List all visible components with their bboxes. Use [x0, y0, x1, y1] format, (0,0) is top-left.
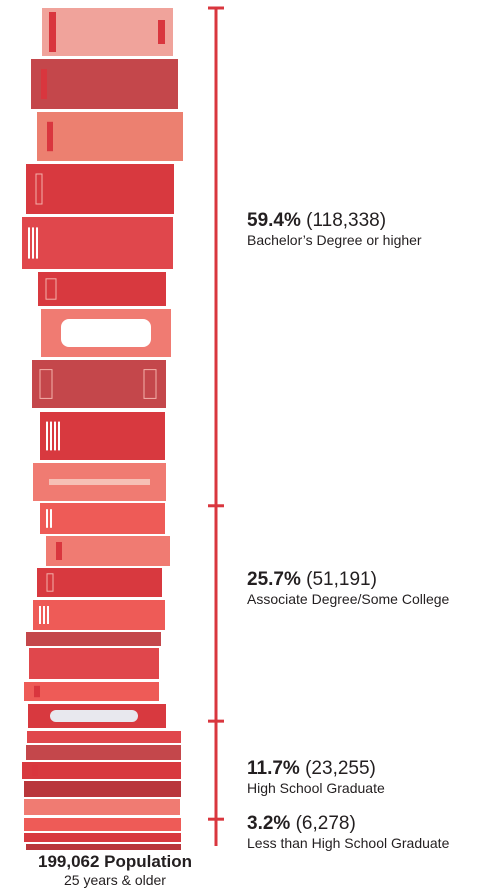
book-line [36, 227, 38, 259]
book [40, 412, 165, 460]
label-less-than-hs: 3.2% (6,278) Less than High School Gradu… [247, 813, 449, 852]
count-highschool: (23,255) [305, 758, 376, 779]
book-plate [50, 710, 138, 722]
label-bachelors: 59.4% (118,338) Bachelor’s Degree or hig… [247, 210, 422, 249]
label-highschool: 11.7% (23,255) High School Graduate [247, 758, 385, 797]
book [24, 799, 180, 815]
book-line [58, 421, 60, 451]
category-less-than-hs: Less than High School Graduate [247, 835, 450, 851]
book [26, 164, 174, 214]
category-highschool: High School Graduate [247, 780, 385, 796]
population-subtitle: 25 years & older [64, 872, 166, 888]
population-total: 199,062 Population 25 years & older [0, 852, 230, 889]
book [24, 818, 181, 831]
book [26, 844, 181, 850]
book [42, 8, 173, 56]
book-line [47, 606, 49, 624]
book-outline [35, 173, 43, 205]
book-band [32, 765, 38, 776]
book [40, 503, 165, 534]
book-line [43, 606, 45, 624]
book [46, 536, 170, 566]
count-less-than-hs: (6,278) [295, 813, 356, 834]
book-line [46, 421, 48, 451]
book-band [34, 685, 40, 698]
category-bachelors: Bachelor’s Degree or higher [247, 232, 422, 248]
book [31, 59, 178, 109]
book-outline [45, 278, 57, 300]
book [26, 632, 161, 646]
pct-associate: 25.7% [247, 569, 301, 590]
book [38, 272, 166, 306]
book-line [54, 421, 56, 451]
book [22, 217, 173, 269]
book-line [39, 606, 41, 624]
book-outline [39, 369, 53, 399]
book-band [47, 121, 53, 152]
total-population: 199,062 Population [38, 852, 192, 871]
book-stack-graphic [22, 8, 183, 850]
book-outline [143, 369, 157, 399]
count-bachelors: (118,338) [306, 210, 387, 231]
book-line [46, 509, 48, 528]
book [24, 833, 181, 842]
book [29, 648, 159, 679]
book [37, 112, 183, 161]
book [37, 568, 162, 597]
book-stripe [49, 479, 150, 485]
book-line [50, 509, 52, 528]
label-associate: 25.7% (51,191) Associate Degree/Some Col… [247, 569, 449, 608]
book-line [32, 227, 34, 259]
count-associate: (51,191) [306, 569, 377, 590]
book [26, 745, 181, 760]
book [33, 600, 165, 630]
bracket-axis [208, 6, 224, 846]
book-stack [0, 0, 200, 850]
book-band [49, 12, 56, 52]
book-line [50, 421, 52, 451]
book [24, 682, 159, 701]
book-line [28, 227, 30, 259]
book-plate [61, 319, 151, 347]
book-band [41, 69, 47, 99]
book-band [158, 20, 165, 44]
pct-less-than-hs: 3.2% [247, 813, 291, 834]
pct-highschool: 11.7% [247, 758, 300, 779]
category-associate: Associate Degree/Some College [247, 591, 450, 607]
book-outline [46, 573, 54, 592]
book [24, 781, 181, 797]
pct-bachelors: 59.4% [247, 210, 301, 231]
book-band [56, 542, 62, 560]
book [22, 762, 181, 779]
book [27, 731, 181, 743]
